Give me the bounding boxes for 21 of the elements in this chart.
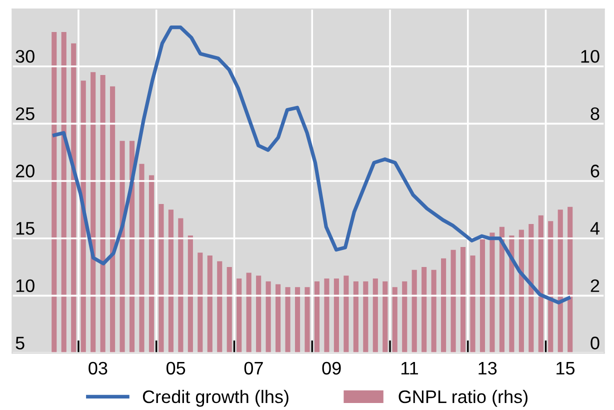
y-tick-label: 10 <box>16 279 34 292</box>
x-tick-label: 07 <box>244 362 263 375</box>
y2-tick-label: 10 <box>581 50 600 63</box>
legend-label: Credit growth (lhs) <box>142 390 288 407</box>
x-tick-label: 05 <box>166 362 186 375</box>
x-tick-label: 13 <box>478 362 497 375</box>
y-tick-label: 15 <box>16 222 34 235</box>
y-tick-label: 20 <box>16 164 34 178</box>
legend-label: GNPL ratio (rhs) <box>398 390 528 407</box>
y2-tick-label: 0 <box>590 336 600 350</box>
y2-tick-label: 8 <box>590 107 600 120</box>
x-tick-label: 15 <box>556 362 575 375</box>
x-tick-label: 11 <box>401 362 418 374</box>
x-tick-label: 09 <box>322 362 341 375</box>
y2-tick-label: 4 <box>590 222 600 235</box>
y-tick-label: 5 <box>16 336 24 350</box>
y-tick-label: 25 <box>16 107 34 120</box>
y2-tick-label: 2 <box>590 279 600 292</box>
y-tick-label: 30 <box>16 50 34 63</box>
y2-tick-label: 6 <box>590 164 600 178</box>
x-tick-label: 03 <box>88 362 108 375</box>
